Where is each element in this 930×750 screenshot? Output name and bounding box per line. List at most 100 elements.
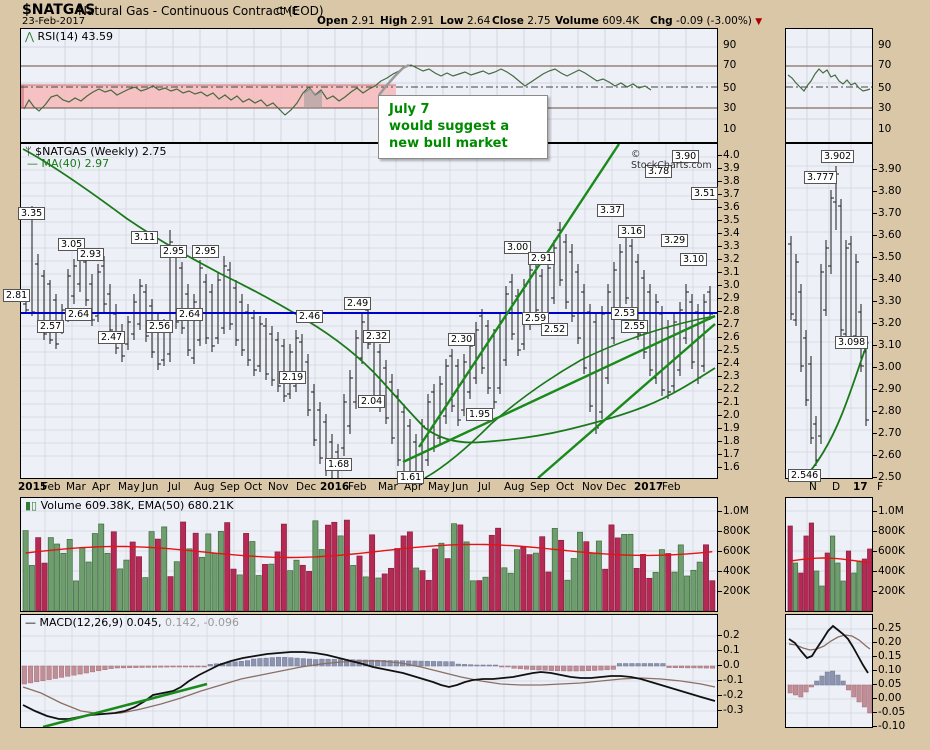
date-label: Oct bbox=[244, 481, 263, 493]
macd-mini-hist-bar bbox=[824, 671, 830, 686]
price-callout: 2.91 bbox=[528, 252, 556, 265]
date-label-mini: 17 bbox=[853, 481, 868, 493]
macd-hist-bar bbox=[313, 659, 319, 667]
price-mini-tickmark-14 bbox=[873, 477, 877, 478]
macd-hist-bar bbox=[610, 665, 616, 670]
date-label: Dec bbox=[606, 481, 627, 493]
price-callout: 2.93 bbox=[77, 248, 105, 261]
macd-hist-bar bbox=[468, 664, 474, 667]
volume-bar bbox=[595, 540, 602, 611]
macd-hist-bar bbox=[27, 665, 34, 684]
macd-hist-bar bbox=[46, 665, 52, 680]
price-mini-ytick-8: 3.10 bbox=[878, 339, 902, 351]
date-label: Nov bbox=[268, 481, 289, 493]
date-label: Nov bbox=[582, 481, 603, 493]
date-label: Mar bbox=[378, 481, 398, 493]
date-label-mini: N bbox=[809, 481, 817, 493]
volume-mini-bar bbox=[856, 560, 862, 611]
macd-hist-bar bbox=[585, 665, 592, 671]
price-tickmark-3 bbox=[718, 194, 722, 195]
volume-bar bbox=[262, 564, 268, 611]
price-ytick-9: 3.1 bbox=[723, 266, 740, 278]
macd-y-tickmark-5 bbox=[718, 710, 722, 711]
price-callout: 2.30 bbox=[448, 333, 476, 346]
macd-hist-bar bbox=[678, 665, 685, 669]
price-callout: 2.95 bbox=[192, 245, 220, 258]
volume-bar bbox=[28, 565, 35, 611]
macd-hist-bar bbox=[455, 663, 461, 667]
macd-hist-bar bbox=[294, 657, 300, 667]
macd-mini-hist-bar bbox=[840, 680, 846, 686]
volume-mini-bar bbox=[814, 570, 820, 611]
price-ytick-1: 3.9 bbox=[723, 162, 740, 174]
volume-bar bbox=[495, 527, 502, 611]
volume-bar bbox=[709, 580, 716, 611]
date-label: Feb bbox=[662, 481, 681, 493]
volume-bar bbox=[545, 571, 552, 611]
price-ytick-17: 2.3 bbox=[723, 370, 740, 382]
price-callout: 2.47 bbox=[98, 331, 126, 344]
quote-change: Chg -0.09 (-3.00%) ▼ bbox=[650, 15, 762, 27]
close-label: Close bbox=[492, 15, 524, 27]
macd-hist-bar bbox=[114, 665, 120, 669]
price-tickmark-16 bbox=[718, 363, 722, 364]
price-mini-tickmark-2 bbox=[873, 213, 877, 214]
chg-label: Chg bbox=[650, 15, 673, 27]
volume-mini-bar bbox=[861, 558, 867, 611]
price-tickmark-21 bbox=[718, 428, 722, 429]
volume-mini-y-tick-4: 200K bbox=[878, 585, 905, 597]
rsi-icon: ⋀ bbox=[25, 30, 35, 43]
volume-bar bbox=[136, 556, 142, 611]
rsi-ytick-50: 50 bbox=[723, 82, 737, 94]
price-mini-tickmark-12 bbox=[873, 433, 877, 434]
macd-mini-y-tickmark-1 bbox=[873, 642, 877, 643]
volume-bar bbox=[658, 549, 665, 611]
price-callout: 1.95 bbox=[466, 408, 494, 421]
rsi-ytick-10: 10 bbox=[723, 123, 737, 135]
macd-mini-hist-bar bbox=[851, 684, 857, 698]
date-label: Feb bbox=[348, 481, 367, 493]
price-callout: 3.10 bbox=[680, 253, 708, 266]
macd-mini-y-tick-5: 0.00 bbox=[878, 692, 902, 704]
macd-hist-bar bbox=[158, 665, 164, 668]
macd-hist-bar bbox=[499, 665, 505, 668]
volume-mini-bar bbox=[845, 550, 852, 611]
macd-hist-bar bbox=[542, 665, 548, 671]
volume-bar bbox=[180, 521, 187, 611]
volume-bar bbox=[173, 561, 180, 611]
price-callout: 1.68 bbox=[325, 458, 353, 471]
macd-y-tick-1: 0.1 bbox=[723, 644, 740, 656]
macd-hist-bar bbox=[83, 665, 89, 674]
macd-hist-bar bbox=[145, 665, 151, 668]
stockcharts-watermark: © StockCharts.com bbox=[631, 149, 712, 171]
price-mini-ytick-6: 3.30 bbox=[878, 295, 902, 307]
macd-hist-bar bbox=[71, 665, 77, 676]
volume-bar bbox=[85, 561, 92, 611]
macd-mini-y-tickmark-2 bbox=[873, 656, 877, 657]
volume-bar bbox=[583, 541, 590, 611]
volume-bar bbox=[268, 563, 275, 611]
macd-y-tickmark-2 bbox=[718, 665, 722, 666]
quote-date: 23-Feb-2017 bbox=[22, 16, 86, 27]
date-label: Aug bbox=[504, 481, 525, 493]
macd-hist-bar bbox=[660, 663, 666, 667]
macd-hist-bar bbox=[387, 660, 393, 667]
volume-mini-y-tickmark-1 bbox=[873, 531, 877, 532]
volume-y-tickmark-1 bbox=[718, 531, 722, 532]
macd-hist-bar bbox=[362, 659, 368, 667]
price-callout: 2.04 bbox=[358, 395, 386, 408]
volume-mini-panel bbox=[785, 497, 873, 612]
macd-hist-bar bbox=[672, 665, 678, 668]
volume-bar bbox=[104, 552, 111, 611]
macd-hist-bar bbox=[189, 665, 195, 668]
macd-hist-bar bbox=[207, 664, 213, 667]
volume-y-tickmark-2 bbox=[718, 551, 722, 552]
volume-mini-bar bbox=[824, 552, 830, 611]
volume-mini-y-tickmark-3 bbox=[873, 571, 877, 572]
volume-bar bbox=[501, 567, 508, 611]
macd-y-tickmark-0 bbox=[718, 635, 722, 636]
macd-hist-bar bbox=[96, 665, 102, 672]
macd-hist-bar bbox=[52, 665, 58, 679]
macd-hist-bar bbox=[300, 658, 306, 667]
price-callout: 2.55 bbox=[621, 320, 649, 333]
